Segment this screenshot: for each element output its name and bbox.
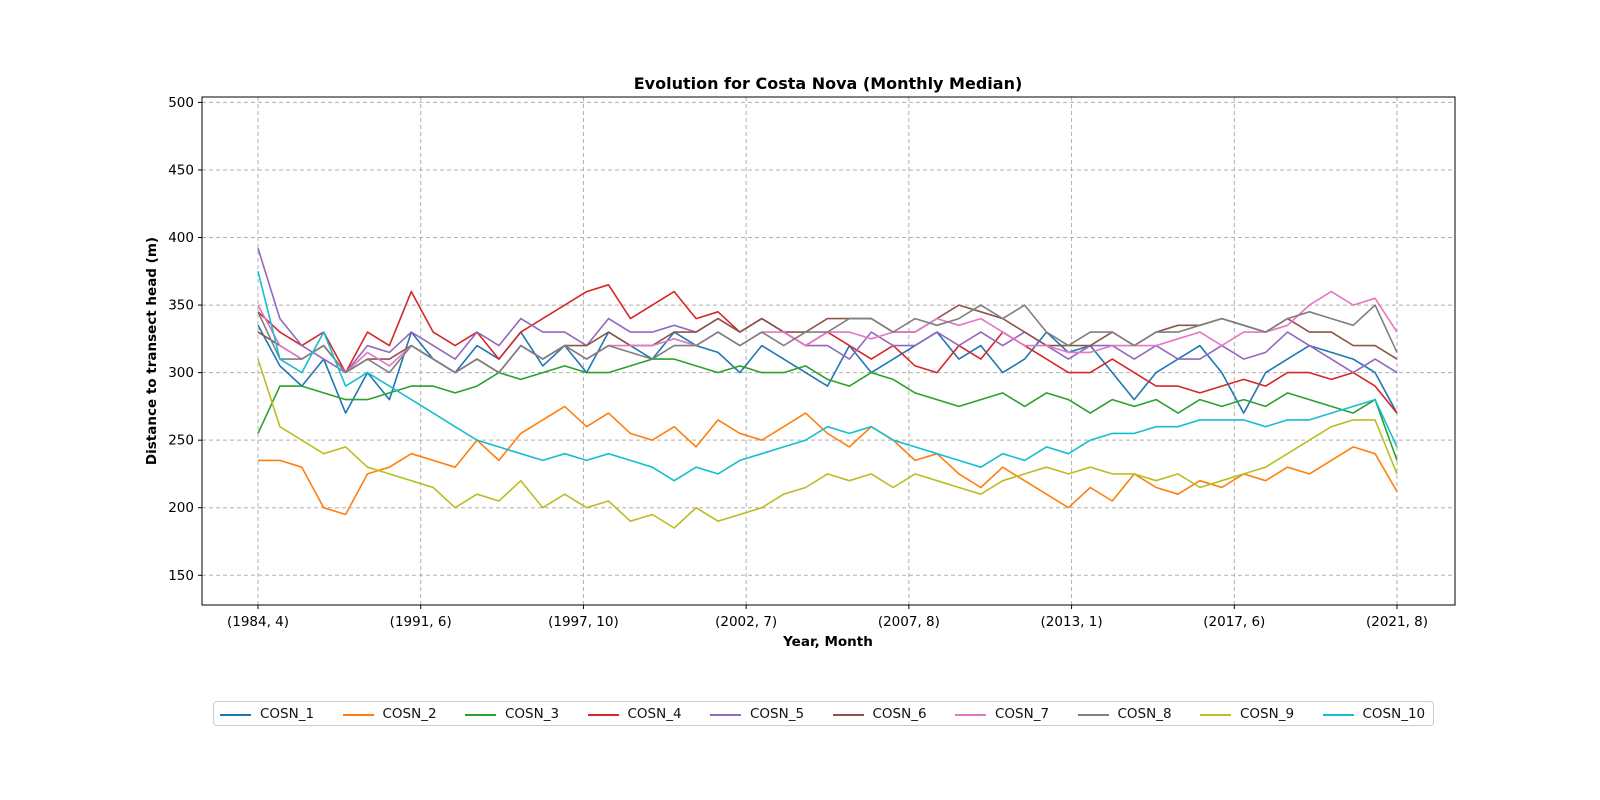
y-tick-label-2: 250: [168, 433, 194, 449]
series-line-COSN_6: [257, 304, 1398, 374]
legend-item-COSN_4: COSN_4: [587, 705, 706, 723]
plot-frame: [201, 96, 1456, 606]
legend-label: COSN_5: [750, 706, 805, 722]
legend-item-COSN_9: COSN_9: [1200, 705, 1318, 723]
x-tick-label-2: (1997, 10): [548, 614, 619, 630]
legend-label: COSN_8: [1117, 706, 1172, 722]
y-tick-label-5: 400: [168, 230, 194, 246]
legend-item-COSN_8: COSN_8: [1077, 705, 1196, 723]
legend-label: COSN_6: [872, 706, 927, 722]
x-tick-label-7: (2021, 8): [1366, 614, 1428, 630]
legend-swatch: [587, 714, 619, 716]
x-tick-label-4: (2007, 8): [878, 614, 940, 630]
y-tick-label-7: 500: [168, 95, 194, 111]
legend-swatch: [955, 714, 986, 716]
legend-swatch: [710, 714, 741, 716]
legend-label: COSN_10: [1362, 706, 1426, 722]
legend-swatch: [1322, 714, 1354, 716]
legend-item-COSN_1: COSN_1: [220, 705, 338, 723]
y-tick-label-1: 200: [168, 500, 194, 516]
series-line-COSN_9: [257, 358, 1398, 529]
legend-item-COSN_2: COSN_2: [342, 705, 461, 723]
x-tick-label-3: (2002, 7): [715, 614, 777, 630]
legend-swatch: [1200, 714, 1231, 716]
y-tick-label-4: 350: [168, 298, 194, 314]
x-tick-label-0: (1984, 4): [227, 614, 289, 630]
legend: COSN_1 COSN_2 COSN_3 COSN_4 COSN_5 COSN_6 COSN…: [213, 701, 1434, 726]
series-line-COSN_1: [257, 324, 1398, 414]
y-axis-label: Distance to transect head (m): [144, 237, 160, 465]
series-line-COSN_3: [257, 358, 1398, 461]
legend-swatch: [465, 714, 496, 716]
ticks: 150 200 250 300 350 400 450 500 (1984, 4) (1991, …: [168, 95, 1428, 630]
legend-item-COSN_5: COSN_5: [710, 705, 828, 723]
legend-label: COSN_2: [382, 706, 437, 722]
series-lines: [257, 248, 1398, 529]
legend-item-COSN_10: COSN_10: [1322, 705, 1441, 723]
legend-item-COSN_3: COSN_3: [465, 705, 583, 723]
legend-item-COSN_7: COSN_7: [955, 705, 1073, 723]
series-line-COSN_10: [257, 271, 1398, 482]
legend-swatch: [1077, 714, 1109, 716]
legend-label: COSN_9: [1240, 706, 1295, 722]
legend-swatch: [342, 714, 374, 716]
x-tick-label-1: (1991, 6): [390, 614, 452, 630]
chart-title: Evolution for Costa Nova (Monthly Median…: [634, 74, 1023, 93]
legend-swatch: [220, 714, 251, 716]
legend-label: COSN_4: [627, 706, 682, 722]
series-line-COSN_5: [257, 248, 1398, 374]
legend-item-COSN_6: COSN_6: [832, 705, 951, 723]
legend-label: COSN_1: [260, 706, 315, 722]
y-tick-label-6: 450: [168, 162, 194, 178]
series-line-COSN_8: [257, 304, 1398, 374]
legend-swatch: [832, 714, 864, 716]
x-tick-label-6: (2017, 6): [1203, 614, 1265, 630]
legend-label: COSN_7: [995, 706, 1050, 722]
legend-label: COSN_3: [505, 706, 560, 722]
y-tick-label-0: 150: [168, 568, 194, 584]
y-tick-label-3: 300: [168, 365, 194, 381]
x-axis-label: Year, Month: [782, 634, 873, 650]
x-tick-label-5: (2013, 1): [1041, 614, 1103, 630]
series-line-COSN_2: [258, 405, 1398, 516]
